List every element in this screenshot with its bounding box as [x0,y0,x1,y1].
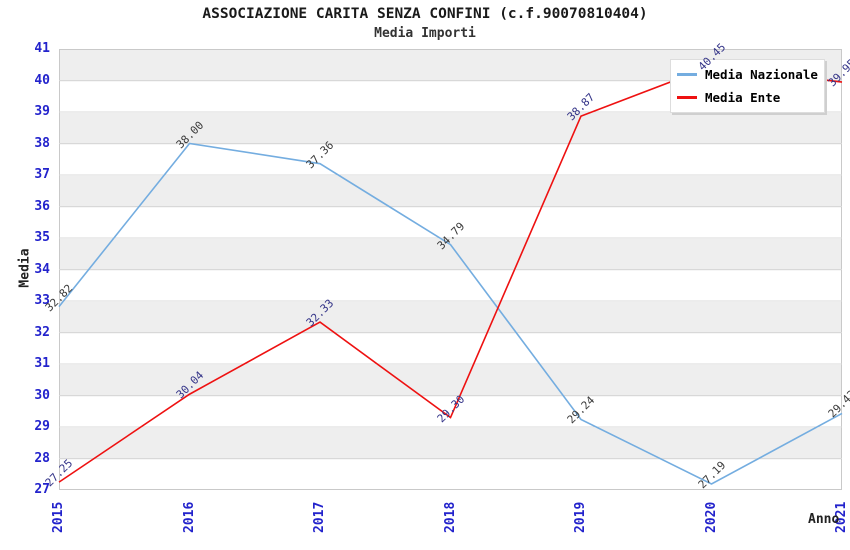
y-tick-label: 32 [34,324,50,340]
x-tick-label: 2018 [442,501,458,533]
y-tick-label: 35 [34,230,50,245]
y-axis-title: Media [17,248,33,288]
y-tick-label: 28 [34,450,50,466]
y-tick-label: 27 [34,482,50,497]
x-tick-label: 2019 [573,501,588,533]
legend-label: Media Ente [705,90,781,105]
x-tick-label: 2016 [181,501,197,533]
chart-subtitle: Media Importi [374,26,476,41]
y-tick-label: 39 [34,104,50,119]
y-tick-label: 37 [34,167,50,182]
y-tick-label: 41 [34,41,50,56]
y-tick-label: 40 [34,72,50,88]
y-tick-label: 33 [34,293,50,308]
legend-swatch [677,73,697,76]
legend-swatch [677,96,697,99]
y-tick-label: 36 [34,198,50,214]
y-tick-label: 29 [34,419,50,434]
series-line-media-ente [58,65,843,483]
y-tick-label: 38 [34,135,50,151]
x-axis-title: Anno [808,512,840,527]
legend-item: Media Nazionale [677,67,818,82]
series-line-media-nazionale [58,142,843,485]
y-tick-label: 31 [34,356,50,371]
y-tick-label: 30 [34,387,50,403]
legend-item: Media Ente [677,90,818,105]
x-tick-label: 2020 [703,501,719,533]
legend-label: Media Nazionale [705,67,818,82]
legend: Media Nazionale Media Ente [670,59,825,113]
y-tick-label: 34 [34,261,50,277]
x-tick-label: 2015 [51,501,66,533]
x-tick-label: 2017 [312,501,327,533]
chart-title: ASSOCIAZIONE CARITA SENZA CONFINI (c.f.9… [202,6,648,22]
